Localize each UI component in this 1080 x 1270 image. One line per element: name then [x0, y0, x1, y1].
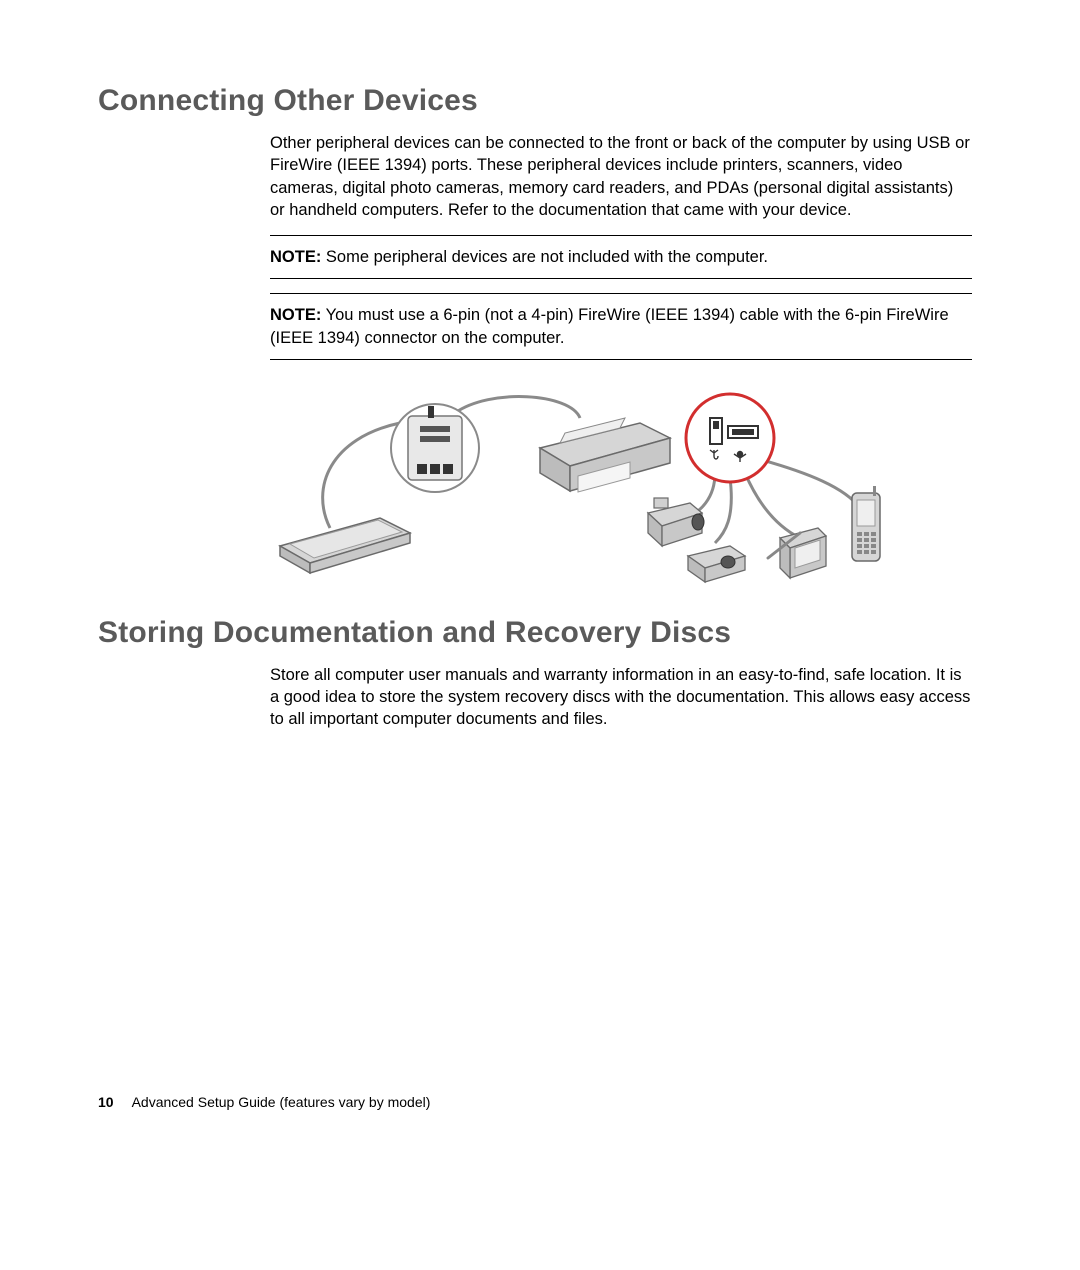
- ports-icon: [686, 394, 774, 482]
- video-camera-icon: [648, 498, 704, 546]
- storing-paragraph: Store all computer user manuals and warr…: [270, 664, 972, 731]
- note-label-2: NOTE:: [270, 306, 321, 324]
- front-panel-icon: [391, 404, 479, 492]
- pda-icon: [768, 528, 826, 578]
- page-number: 10: [98, 1094, 114, 1110]
- note-box-1: NOTE: Some peripheral devices are not in…: [270, 235, 972, 279]
- heading-connecting-devices: Connecting Other Devices: [98, 84, 982, 118]
- footer-text: Advanced Setup Guide (features vary by m…: [132, 1094, 431, 1110]
- note-text-2: You must use a 6-pin (not a 4-pin) FireW…: [270, 306, 949, 346]
- note-label-1: NOTE:: [270, 248, 321, 266]
- note-text-1: Some peripheral devices are not included…: [321, 248, 768, 266]
- phone-icon: [852, 486, 880, 561]
- printer-icon: [540, 418, 670, 492]
- note-box-2: NOTE: You must use a 6-pin (not a 4-pin)…: [270, 293, 972, 360]
- peripheral-devices-diagram: [270, 378, 910, 588]
- scanner-icon: [280, 518, 410, 573]
- heading-storing-docs: Storing Documentation and Recovery Discs: [98, 616, 982, 650]
- intro-paragraph: Other peripheral devices can be connecte…: [270, 132, 972, 221]
- page-footer: 10 Advanced Setup Guide (features vary by…: [98, 1094, 430, 1110]
- digital-camera-icon: [688, 546, 745, 582]
